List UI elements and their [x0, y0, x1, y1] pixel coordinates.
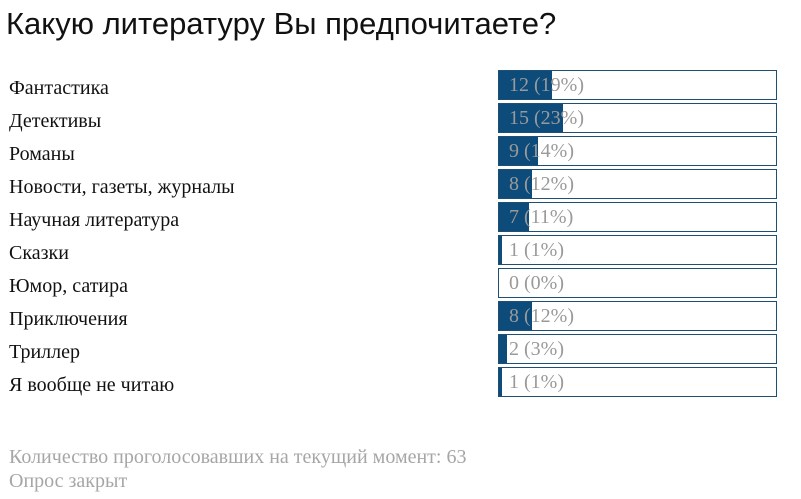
poll-row: Я вообще не читаю 1 (1%) — [0, 367, 801, 400]
total-voters-text: Количество проголосовавших на текущий мо… — [9, 446, 467, 468]
poll-results: Фантастика 12 (19%) Детективы 15 (23%) Роман… — [0, 70, 801, 400]
poll-option-label: Новости, газеты, журналы — [9, 176, 235, 198]
poll-value-label: 15 (23%) — [509, 107, 584, 129]
poll-bar-fill — [499, 335, 507, 363]
poll-row: Триллер 2 (3%) — [0, 334, 801, 367]
poll-bar-fill — [499, 203, 529, 231]
poll-bar-fill — [499, 137, 538, 165]
poll-value-label: 1 (1%) — [509, 371, 564, 393]
poll-option-label: Триллер — [9, 341, 80, 363]
poll-value-label: 1 (1%) — [509, 239, 564, 261]
poll-bar: 7 (11%) — [498, 202, 777, 232]
poll-status-text: Опрос закрыт — [9, 470, 128, 492]
poll-bar-fill — [499, 236, 502, 264]
poll-row: Романы 9 (14%) — [0, 136, 801, 169]
poll-bar-fill — [499, 71, 552, 99]
poll-value-label: 9 (14%) — [509, 140, 574, 162]
poll-bar-fill — [499, 368, 502, 396]
poll-row: Фантастика 12 (19%) — [0, 70, 801, 103]
poll-value-label: 8 (12%) — [509, 305, 574, 327]
poll-option-label: Приключения — [9, 308, 128, 330]
poll-option-label: Научная литература — [9, 209, 180, 231]
poll-value-label: 8 (12%) — [509, 173, 574, 195]
poll-bar: 8 (12%) — [498, 169, 777, 199]
poll-bar: 8 (12%) — [498, 301, 777, 331]
poll-option-label: Романы — [9, 143, 75, 165]
poll-option-label: Детективы — [9, 110, 102, 132]
poll-value-label: 12 (19%) — [509, 74, 584, 96]
poll-option-label: Я вообще не читаю — [9, 374, 175, 396]
poll-question: Какую литературу Вы предпочитаете? — [6, 6, 557, 41]
poll-bar-fill — [499, 104, 563, 132]
poll-bar: 2 (3%) — [498, 334, 777, 364]
poll-row: Научная литература 7 (11%) — [0, 202, 801, 235]
poll-bar: 12 (19%) — [498, 70, 777, 100]
poll-option-label: Юмор, сатира — [9, 275, 129, 297]
poll-value-label: 2 (3%) — [509, 338, 564, 360]
poll-row: Юмор, сатира 0 (0%) — [0, 268, 801, 301]
poll-bar-fill — [499, 302, 532, 330]
poll-bar-fill — [499, 170, 532, 198]
poll-value-label: 0 (0%) — [509, 272, 564, 294]
poll-bar: 0 (0%) — [498, 268, 777, 298]
poll-value-label: 7 (11%) — [509, 206, 574, 228]
poll-row: Приключения 8 (12%) — [0, 301, 801, 334]
poll-option-label: Фантастика — [9, 77, 109, 99]
poll-row: Новости, газеты, журналы 8 (12%) — [0, 169, 801, 202]
poll-bar: 1 (1%) — [498, 235, 777, 265]
poll-bar: 1 (1%) — [498, 367, 777, 397]
poll-bar: 15 (23%) — [498, 103, 777, 133]
poll-option-label: Сказки — [9, 242, 69, 264]
poll-row: Сказки 1 (1%) — [0, 235, 801, 268]
poll-row: Детективы 15 (23%) — [0, 103, 801, 136]
poll-bar: 9 (14%) — [498, 136, 777, 166]
